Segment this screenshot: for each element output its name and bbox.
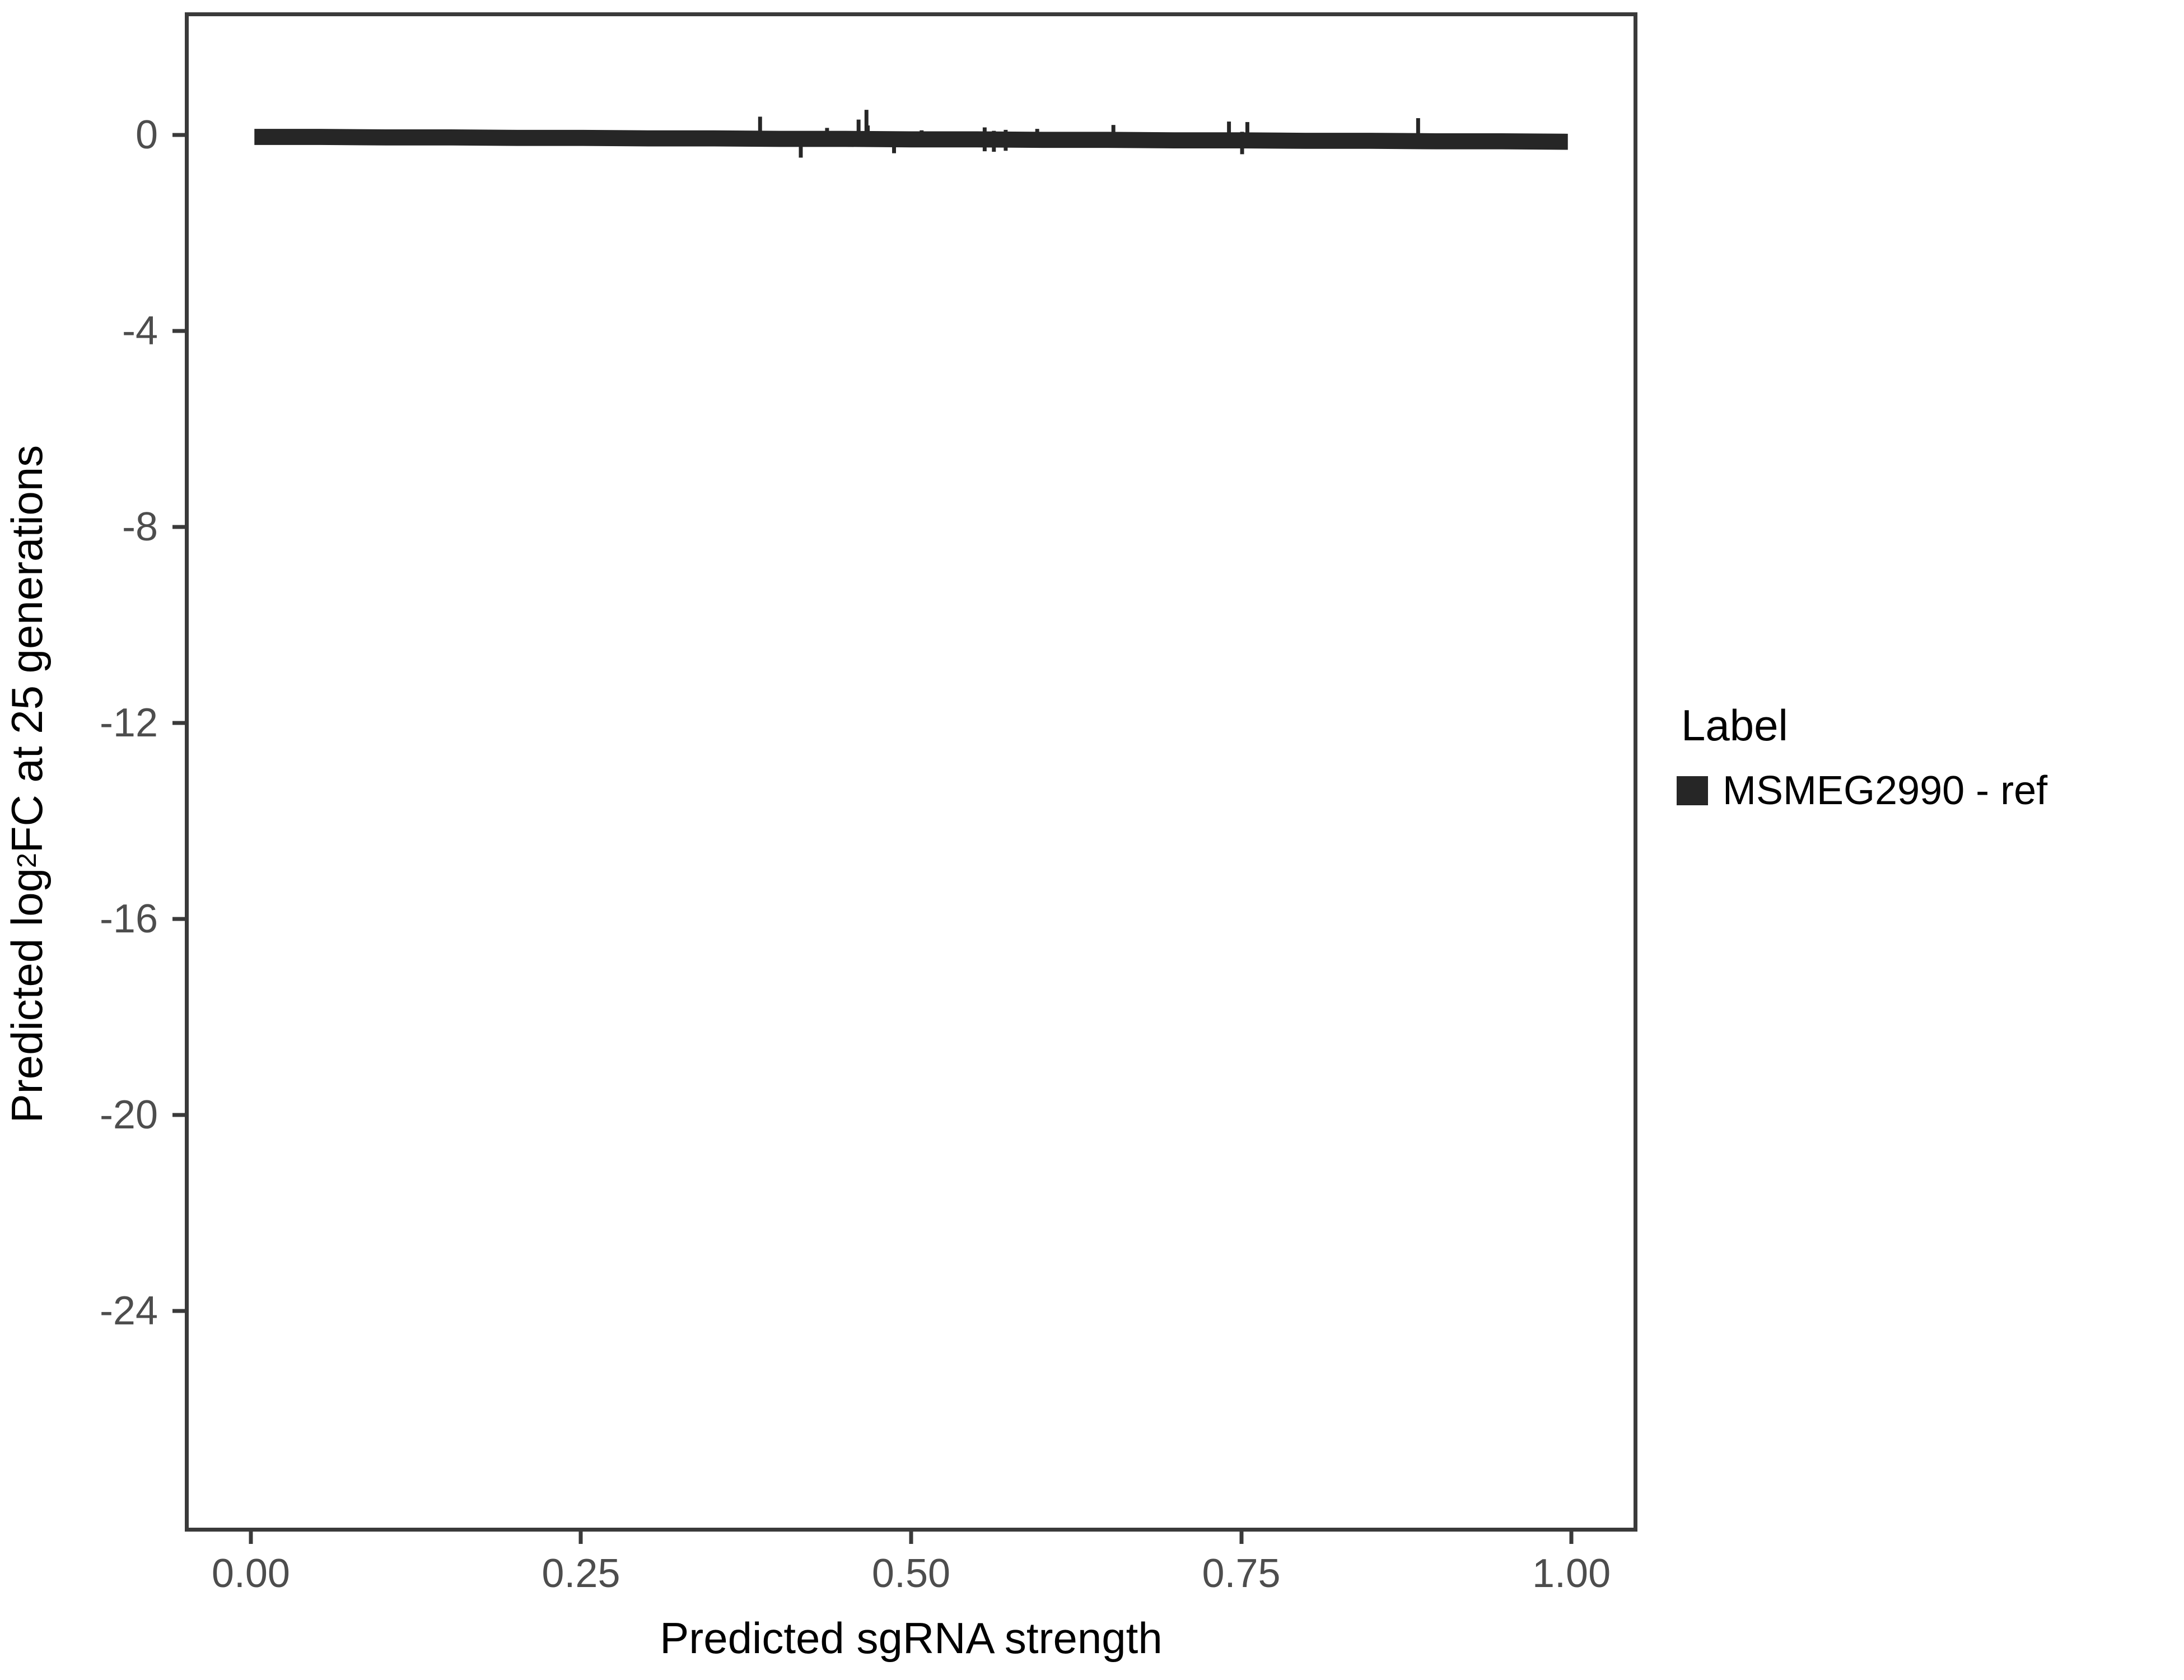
x-tick-mark [1569,1532,1574,1544]
y-tick-mark [172,1309,185,1313]
x-tick-label: 0.00 [211,1551,290,1596]
legend: Label MSMEG2990 - ref [1677,700,2169,814]
y-axis: 0 -4 -8 -12 -16 -20 -24 [0,0,185,1680]
y-axis-title-suffix: FC at 25 generations [2,445,52,853]
legend-key-swatch-icon [1677,776,1708,805]
y-tick-label: -20 [99,1093,158,1138]
y-tick-label: -12 [99,700,158,745]
y-axis-title-subscript: 2 [12,853,42,869]
y-tick-label: -4 [122,308,158,353]
data-series-msmeg2990 [254,110,1568,158]
y-tick-label: -24 [99,1289,158,1334]
legend-entry[interactable]: MSMEG2990 - ref [1677,768,2169,814]
y-tick-mark [172,917,185,921]
y-tick-mark [172,721,185,725]
x-axis-title: Predicted sgRNA strength [660,1613,1163,1663]
plot-panel [185,12,1637,1532]
plot-area [254,110,1568,158]
x-tick-mark [578,1532,583,1544]
legend-title: Label [1681,701,1788,750]
legend-entries: MSMEG2990 - ref [1677,768,2169,814]
y-tick-mark [172,133,185,137]
y-tick-label: -8 [122,504,158,549]
x-tick-label: 1.00 [1532,1551,1611,1596]
x-tick-label: 0.25 [542,1551,620,1596]
x-tick-label: 0.50 [871,1551,951,1596]
x-tick-mark [1239,1532,1244,1544]
y-tick-mark [172,1113,185,1117]
y-tick-label: 0 [135,112,158,157]
legend-entry-label: MSMEG2990 - ref [1723,768,2048,813]
x-tick-mark [249,1532,253,1544]
y-axis-title-prefix: Predicted log [2,868,52,1123]
x-tick-label: 0.75 [1202,1551,1281,1596]
x-tick-mark [909,1532,913,1544]
y-tick-mark [172,525,185,529]
x-axis: 0.00 0.25 0.50 0.75 1.00 [0,1532,2184,1680]
data-band [254,129,1568,150]
y-axis-title: Predicted log 2 FC at 25 generations [0,0,54,1568]
y-tick-mark [172,329,185,333]
y-tick-label: -16 [99,897,158,942]
